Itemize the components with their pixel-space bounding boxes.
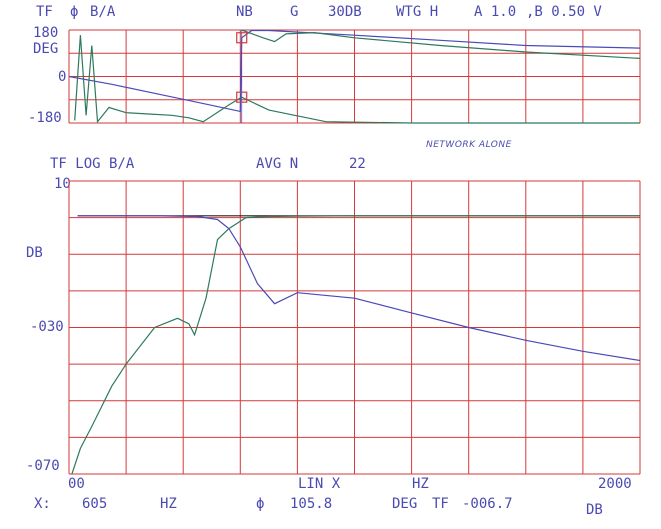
bottom-ytick-minus70: -070: [26, 458, 60, 474]
top-ytick-0: 0: [58, 69, 67, 85]
x-end-label: 2000: [598, 476, 632, 492]
cursor-marker-upper: [236, 32, 248, 44]
phase-grid: [68, 29, 641, 124]
readout-db: DB: [586, 502, 603, 518]
readout-x-unit: HZ: [160, 496, 177, 512]
bottom-ytick-minus30: -030: [30, 319, 64, 335]
readout-phi-value: 105.8: [290, 496, 333, 512]
x-start-label: 00: [68, 476, 85, 492]
nb-label: NB: [236, 4, 253, 20]
series-line-green: [71, 215, 640, 475]
x-unit-label: HZ: [412, 476, 429, 492]
range-label: 30DB: [328, 4, 362, 20]
series-line-green: [74, 35, 640, 124]
cursor-marker-lower: [236, 91, 248, 103]
x-scale-label: LIN X: [298, 476, 341, 492]
tf-label-top: TF: [36, 4, 53, 20]
wtg-label: WTG H: [396, 4, 439, 20]
readout-phi: ϕ: [256, 496, 265, 512]
ratio-label-top: B/A: [90, 4, 116, 20]
bottom-yunit: DB: [26, 245, 43, 261]
g-label: G: [290, 4, 299, 20]
bottom-ytick-10: 10: [54, 176, 71, 192]
top-ytick-minus180: -180: [28, 110, 62, 126]
series-line-blue: [77, 215, 641, 362]
scale-a-label: A 1.0: [474, 4, 517, 20]
magnitude-series: [71, 215, 641, 475]
scale-b-label: ,B 0.50 V: [526, 4, 602, 20]
top-ytick-180: 180: [33, 25, 59, 41]
readout-x-value: 605: [82, 496, 108, 512]
phi-symbol: ϕ: [70, 4, 79, 20]
readout-x-label: X:: [34, 496, 51, 512]
avg-label: AVG N: [256, 156, 299, 172]
avg-count: 22: [349, 156, 366, 172]
readout-tf-value: -006.7: [462, 496, 513, 512]
network-alone-annotation: NETWORK ALONE: [426, 140, 512, 150]
readout-tf: TF: [432, 496, 449, 512]
readout-deg: DEG: [392, 496, 418, 512]
series-line-green: [241, 29, 641, 59]
magnitude-grid: [68, 180, 641, 475]
top-yunit: DEG: [33, 41, 59, 57]
tf-log-label: TF LOG B/A: [50, 156, 135, 172]
